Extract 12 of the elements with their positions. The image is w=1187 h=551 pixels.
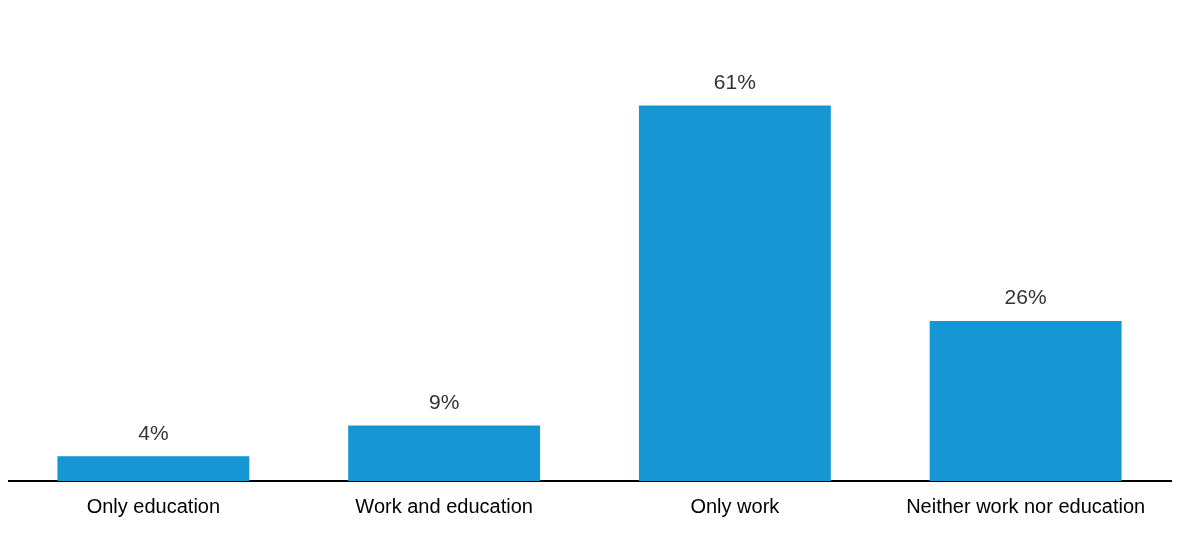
bar (929, 320, 1122, 481)
x-tick-label: Only education (86, 494, 221, 517)
data-label: 26% (1004, 285, 1047, 309)
x-tick-label: Work and education (355, 494, 533, 517)
data-label: 61% (713, 69, 756, 93)
bar (348, 425, 541, 481)
x-tick-label: Neither work nor education (906, 494, 1146, 517)
data-label: 9% (428, 389, 460, 413)
bar (57, 456, 250, 481)
x-tick-label: Only work (690, 494, 781, 517)
bar (638, 105, 831, 481)
data-label: 4% (138, 420, 169, 444)
